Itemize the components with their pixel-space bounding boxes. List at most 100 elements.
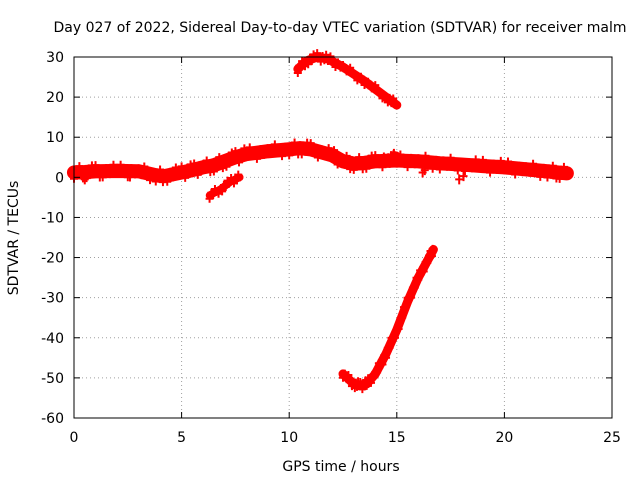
data-point bbox=[220, 157, 229, 166]
data-point bbox=[324, 144, 333, 153]
data-point bbox=[113, 170, 122, 179]
data-point bbox=[146, 176, 155, 185]
y-tick-label: -20 bbox=[41, 251, 64, 267]
data-point bbox=[215, 153, 224, 162]
data-point bbox=[245, 143, 254, 152]
data-point bbox=[364, 77, 373, 86]
data-point bbox=[304, 145, 313, 154]
data-point bbox=[427, 252, 436, 261]
y-tick-label: 0 bbox=[55, 170, 64, 186]
data-point bbox=[464, 157, 473, 166]
data-point bbox=[290, 138, 299, 147]
data-point bbox=[260, 150, 269, 159]
data-point bbox=[233, 152, 242, 161]
data-point bbox=[75, 162, 84, 171]
data-point bbox=[371, 151, 380, 160]
data-point bbox=[211, 157, 220, 166]
data-point bbox=[493, 165, 502, 174]
y-tick-label: -30 bbox=[41, 291, 64, 307]
data-point bbox=[561, 169, 570, 178]
data-point bbox=[270, 140, 279, 149]
data-point bbox=[439, 156, 448, 165]
data-point bbox=[293, 68, 302, 77]
data-point bbox=[382, 353, 391, 362]
data-point bbox=[453, 166, 462, 175]
y-tick-label: 30 bbox=[46, 50, 64, 66]
data-point bbox=[500, 166, 509, 175]
data-point bbox=[213, 163, 222, 172]
x-tick-label: 25 bbox=[603, 430, 621, 446]
data-point bbox=[231, 147, 240, 156]
data-point bbox=[443, 162, 452, 171]
data-point bbox=[313, 153, 322, 162]
data-point bbox=[521, 162, 530, 171]
x-tick-label: 5 bbox=[177, 430, 186, 446]
data-point bbox=[428, 164, 437, 173]
data-point bbox=[389, 94, 398, 103]
data-point bbox=[391, 333, 400, 342]
data-point bbox=[417, 160, 426, 169]
data-point bbox=[127, 164, 136, 173]
series-main-band-markers bbox=[70, 138, 570, 187]
y-tick-label: -40 bbox=[41, 331, 64, 347]
data-point bbox=[460, 166, 469, 175]
data-point bbox=[507, 163, 516, 172]
data-point bbox=[421, 151, 430, 160]
data-point bbox=[423, 258, 432, 267]
data-point bbox=[356, 72, 365, 81]
data-point bbox=[548, 161, 557, 170]
data-point bbox=[407, 293, 416, 302]
grid-lines bbox=[74, 57, 612, 418]
data-point bbox=[373, 368, 382, 377]
data-point bbox=[419, 267, 428, 276]
data-point bbox=[222, 162, 231, 171]
data-point bbox=[366, 378, 375, 387]
x-tick-label: 20 bbox=[495, 430, 513, 446]
data-point bbox=[536, 172, 545, 181]
data-point bbox=[432, 155, 441, 164]
data-point bbox=[369, 373, 378, 382]
data-point bbox=[425, 158, 434, 167]
series-arc-deep-markers bbox=[339, 244, 437, 394]
data-point bbox=[478, 155, 487, 164]
data-point bbox=[339, 61, 347, 70]
data-point bbox=[378, 360, 387, 369]
data-point bbox=[475, 161, 484, 170]
data-point bbox=[468, 164, 477, 173]
data-point bbox=[274, 146, 283, 155]
data-point bbox=[333, 58, 342, 67]
data-point bbox=[414, 154, 423, 163]
data-point bbox=[391, 99, 400, 108]
outlier-point bbox=[95, 171, 104, 182]
data-point bbox=[137, 171, 146, 180]
data-point bbox=[482, 162, 491, 171]
data-point bbox=[346, 63, 355, 72]
x-tick-label: 15 bbox=[388, 430, 406, 446]
data-point bbox=[190, 159, 199, 168]
data-point bbox=[226, 158, 235, 167]
data-point bbox=[91, 161, 100, 170]
data-point bbox=[256, 145, 265, 154]
data-point bbox=[446, 153, 455, 162]
data-point bbox=[362, 381, 371, 390]
data-point bbox=[342, 151, 351, 160]
x-tick-label: 10 bbox=[280, 430, 298, 446]
data-point bbox=[193, 170, 202, 179]
data-point bbox=[398, 313, 407, 322]
series-arc-15-upper-markers bbox=[375, 148, 400, 169]
data-point bbox=[224, 152, 233, 161]
data-point bbox=[252, 154, 261, 163]
data-point bbox=[486, 168, 495, 177]
data-point bbox=[371, 81, 380, 90]
data-point bbox=[410, 160, 419, 169]
data-point bbox=[234, 158, 243, 167]
data-point bbox=[202, 156, 211, 165]
data-point bbox=[102, 164, 111, 173]
data-point bbox=[166, 167, 175, 176]
y-tick-label: 20 bbox=[46, 90, 64, 106]
data-point bbox=[174, 169, 183, 178]
outlier-points bbox=[80, 157, 468, 185]
data-point bbox=[221, 183, 230, 192]
y-tick-label: -60 bbox=[41, 411, 64, 427]
